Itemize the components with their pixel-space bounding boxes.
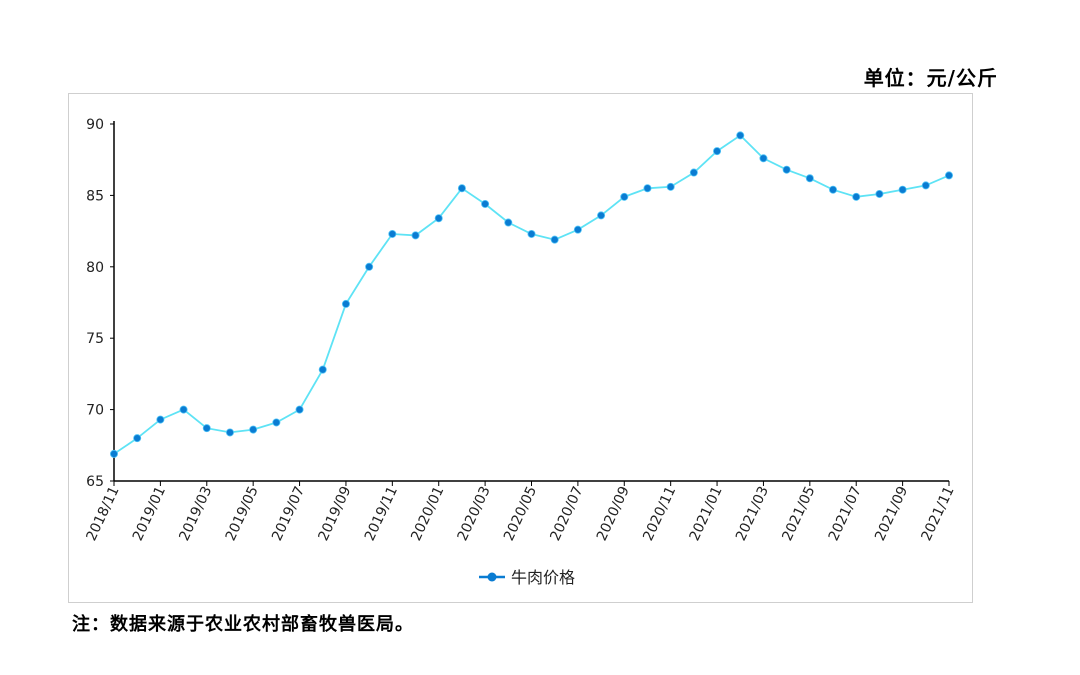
data-point	[921, 181, 930, 190]
data-point	[550, 235, 559, 244]
y-tick-label: 75	[86, 331, 104, 347]
data-point	[225, 428, 234, 437]
y-tick-label: 85	[86, 188, 104, 204]
x-tick-label: 2020/05	[501, 484, 540, 543]
x-tick-label: 2019/09	[315, 484, 354, 543]
x-tick-label: 2019/05	[223, 484, 262, 543]
series-line	[113, 134, 950, 455]
data-point	[759, 154, 768, 163]
data-point	[620, 192, 629, 201]
data-point	[805, 174, 814, 183]
data-point	[898, 185, 907, 194]
unit-label: 单位：元/公斤	[863, 66, 998, 90]
x-tick-label: 2021/11	[919, 484, 958, 543]
x-tick-label: 2019/11	[362, 484, 401, 543]
x-tick-label: 2019/01	[130, 484, 169, 543]
data-point	[713, 147, 722, 156]
legend-marker-swatch	[487, 572, 497, 582]
x-tick-label: 2021/03	[733, 484, 772, 543]
data-point	[249, 425, 258, 434]
x-tick-label: 2020/11	[640, 484, 679, 543]
data-point	[411, 231, 420, 240]
x-tick-label: 2020/03	[455, 484, 494, 543]
y-tick-label: 65	[86, 474, 104, 490]
data-point	[365, 262, 374, 271]
data-point	[341, 299, 350, 308]
x-tick-label: 2020/07	[547, 484, 586, 543]
x-tick-label: 2021/05	[779, 484, 818, 543]
source-note: 注：数据来源于农业农村部畜牧兽医局。	[72, 614, 414, 635]
data-point	[852, 192, 861, 201]
x-tick-label: 2019/07	[269, 484, 308, 543]
data-point	[457, 184, 466, 193]
x-tick-label: 2021/07	[826, 484, 865, 543]
x-tick-label: 2020/01	[408, 484, 447, 543]
x-tick-label: 2021/01	[687, 484, 726, 543]
data-point	[434, 214, 443, 223]
y-tick-label: 90	[86, 117, 104, 133]
data-point	[133, 434, 142, 443]
data-point	[573, 225, 582, 234]
data-point	[829, 185, 838, 194]
data-point	[388, 229, 397, 238]
data-point	[272, 418, 281, 427]
data-point	[782, 165, 791, 174]
data-point	[179, 405, 188, 414]
data-point	[481, 199, 490, 208]
x-tick-label: 2018/11	[84, 484, 123, 543]
data-point	[736, 131, 745, 140]
data-point	[597, 211, 606, 220]
y-tick-label: 70	[86, 403, 104, 419]
data-point	[504, 218, 513, 227]
x-tick-label: 2021/09	[872, 484, 911, 543]
data-point	[156, 415, 165, 424]
chart-frame: 65 70 75 80 85 90 2018/11 2019/01 2019/03 2019/0…	[68, 93, 973, 603]
x-tick-label: 2020/09	[594, 484, 633, 543]
legend-label: 牛肉价格	[511, 568, 575, 587]
x-tick-label: 2019/03	[176, 484, 215, 543]
data-point	[318, 365, 327, 374]
data-point	[945, 171, 954, 180]
data-point	[875, 189, 884, 198]
data-point	[643, 184, 652, 193]
data-point	[666, 182, 675, 191]
data-point	[295, 405, 304, 414]
data-point	[689, 168, 698, 177]
data-point	[110, 449, 119, 458]
data-point	[527, 229, 536, 238]
data-point	[202, 424, 211, 433]
y-tick-label: 80	[86, 260, 104, 276]
